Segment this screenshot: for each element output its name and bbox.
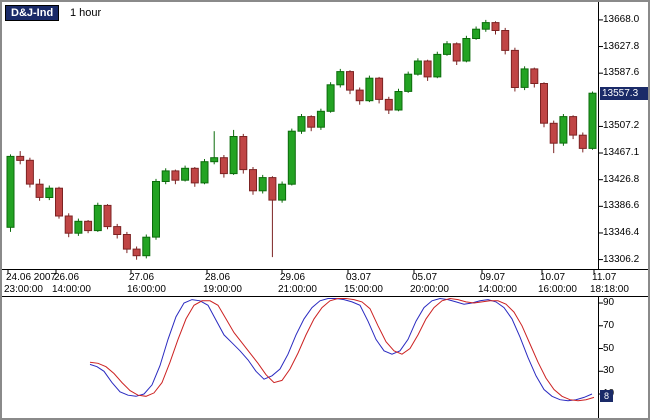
candle-body [181,167,190,181]
candle-body [530,68,539,85]
candle-body [384,98,393,111]
candle-body [423,60,432,78]
candle-body [413,60,422,75]
candle-body [210,157,219,163]
candle-body [84,220,93,232]
candle-body [103,204,112,228]
candle-body [452,43,461,62]
candle-body [229,136,238,175]
candle-body [74,220,83,234]
candle-body [578,134,587,149]
candle-body [219,157,228,175]
candle-body [355,89,364,102]
candle-body [510,49,519,88]
candle-body [472,28,481,40]
candle-body [501,30,510,51]
candle-body [462,38,471,62]
candle-body [93,204,102,232]
timeframe-label: 1 hour [70,7,102,19]
candle-body [433,53,442,78]
candle-body [142,236,151,257]
candle-body [239,136,248,171]
candle-body [375,77,384,100]
candle-body [35,183,44,198]
candle-body [443,43,451,55]
candle-body [258,177,267,192]
candle-body [559,116,568,144]
candle-body [365,77,374,102]
candle-body [588,92,597,149]
candle-body [520,68,529,88]
candle-body [25,159,34,185]
candle-body [171,170,180,181]
candle-body [307,116,316,128]
candle-body [278,183,287,201]
candle-body [113,226,122,236]
candle-body [16,155,25,161]
stochastic-k-line [89,297,593,402]
candle-body [152,181,160,238]
candle-body [404,73,413,92]
candle-body [346,71,354,91]
candle-body [200,161,209,184]
candle-body [326,84,335,112]
candle-body [190,167,199,184]
candle-body [45,187,54,198]
candle-body [55,187,63,217]
candle-body [569,116,578,136]
candle-body [549,122,558,144]
candle-body [316,110,325,128]
candle-body [122,234,131,250]
candle-body [268,177,277,201]
candle-body [249,169,257,192]
candle-body [64,215,73,234]
candle-body [394,91,403,111]
symbol-badge[interactable]: D&J-Ind [5,5,60,21]
candle-body [481,22,490,30]
candle-body [132,248,141,257]
stochastic-d-line [89,297,595,402]
candle-body [6,155,15,228]
candle-body [540,83,548,124]
candle-body [287,130,296,185]
candle-body [161,170,170,182]
candle-body [491,22,500,32]
candle-body [297,116,306,132]
symbol-label: D&J-Ind [11,7,54,19]
candle-body [336,71,345,86]
